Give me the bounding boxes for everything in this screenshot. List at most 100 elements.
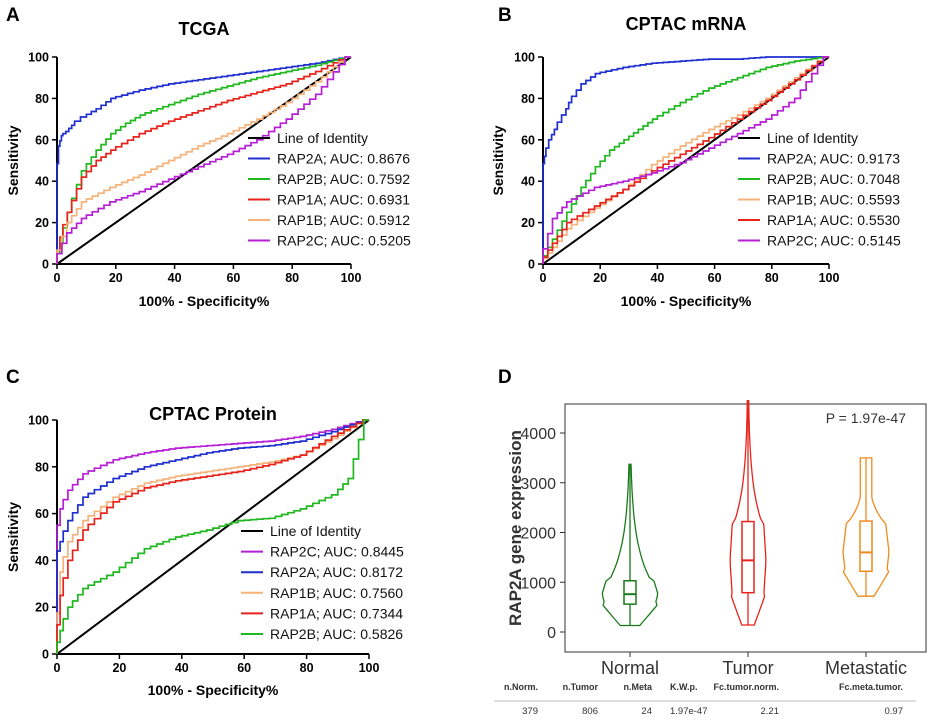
- y-tick-label: 80: [35, 92, 49, 106]
- stats-value: 806: [582, 706, 598, 717]
- roc-curve-RAP1A: [56, 419, 369, 654]
- y-tick-label: 100: [28, 51, 49, 65]
- roc-curve-RAP1A: [56, 56, 351, 264]
- chart-title: CPTAC Protein: [149, 404, 277, 424]
- x-tick-label: 100: [341, 271, 362, 285]
- x-axis-label: 100% - Specificity%: [139, 293, 270, 309]
- y-axis-label: Sensitivity: [5, 125, 21, 195]
- identity-line: [56, 419, 370, 655]
- stats-header: n.Norm.: [504, 682, 538, 692]
- legend-label-RAP2B: RAP2B; AUC: 0.5826: [270, 626, 403, 642]
- x-axis-label: 100% - Specificity%: [621, 293, 752, 309]
- box-Metastatic: [859, 520, 873, 573]
- stats-value: 2.21: [761, 706, 780, 717]
- stats-header: n.Tumor: [563, 682, 599, 692]
- y-tick-label: 4000: [520, 426, 556, 443]
- box-Normal: [623, 580, 637, 605]
- roc-curve-RAP2C: [56, 56, 351, 264]
- y-tick-label: 20: [521, 216, 535, 230]
- legend-label-identity: Line of Identity: [767, 130, 858, 146]
- y-tick-label: 100: [514, 51, 535, 65]
- y-tick-label: 60: [35, 133, 49, 147]
- x-tick-label: 60: [237, 661, 251, 675]
- legend-label-RAP2A: RAP2A; AUC: 0.8676: [277, 151, 410, 167]
- y-tick-label: 40: [521, 175, 535, 189]
- roc-curve-RAP2A: [56, 56, 351, 264]
- x-axis-label: 100% - Specificity%: [148, 682, 279, 698]
- legend-label-RAP2C: RAP2C; AUC: 0.5145: [767, 233, 901, 249]
- roc-curve-RAP2B: [542, 56, 829, 264]
- stats-header: K.W.p.: [670, 682, 698, 692]
- legend-label-RAP1A: RAP1A; AUC: 0.6931: [277, 192, 410, 208]
- y-tick-label: 20: [35, 601, 49, 615]
- y-tick-label: 1000: [520, 575, 556, 592]
- legend-label-identity: Line of Identity: [277, 130, 368, 146]
- legend-label-RAP2A: RAP2A; AUC: 0.9173: [767, 151, 900, 167]
- roc-curve-RAP2B: [56, 419, 369, 654]
- x-tick-label: 20: [112, 661, 126, 675]
- y-tick-label: 2000: [520, 526, 556, 543]
- legend-label-RAP2C: RAP2C; AUC: 0.5205: [277, 233, 411, 249]
- legend-label-identity: Line of Identity: [270, 523, 361, 539]
- x-tick-label: 80: [285, 271, 299, 285]
- roc-curve-RAP2A: [56, 419, 369, 654]
- x-tick-label: 80: [765, 271, 779, 285]
- roc-curve-RAP1B: [56, 56, 351, 264]
- y-axis-label: Sensitivity: [490, 125, 506, 195]
- stats-header: Fc.meta.tumor.: [839, 682, 903, 692]
- panel-label: D: [498, 367, 512, 388]
- chart-title: CPTAC mRNA: [626, 14, 747, 34]
- y-tick-label: 80: [521, 92, 535, 106]
- legend-label-RAP1B: RAP1B; AUC: 0.7560: [270, 585, 403, 601]
- panel-label: C: [6, 367, 20, 388]
- x-tick-label: 0: [54, 661, 61, 675]
- roc-curve-RAP2B: [56, 56, 351, 264]
- y-tick-label: 60: [521, 133, 535, 147]
- violin-Normal: [601, 463, 659, 627]
- legend-label-RAP1A: RAP1A; AUC: 0.7344: [270, 605, 403, 621]
- legend-label-RAP2A: RAP2A; AUC: 0.8172: [270, 564, 403, 580]
- x-tick-label: 20: [109, 271, 123, 285]
- p-value-annotation: P = 1.97e-47: [826, 410, 907, 426]
- legend-label-RAP2C: RAP2C; AUC: 0.8445: [270, 544, 404, 560]
- x-tick-label: 100: [359, 661, 380, 675]
- x-tick-label: 40: [175, 661, 189, 675]
- stats-table: n.Norm. n.Tumor n.Meta K.W.p. Fc.tumor.norm.…: [494, 682, 916, 717]
- y-axis-label: RAP2A gene expression: [506, 430, 525, 626]
- y-tick-label: 40: [35, 175, 49, 189]
- panel-label: A: [6, 5, 20, 26]
- roc-curve-RAP1A: [542, 56, 829, 264]
- x-tick-label: 20: [593, 271, 607, 285]
- y-tick-label: 40: [35, 554, 49, 568]
- chart-title: TCGA: [179, 19, 230, 39]
- y-tick-label: 0: [42, 258, 49, 272]
- stats-value: 0.97: [885, 706, 904, 717]
- roc-curve-RAP2C: [542, 56, 829, 264]
- legend-label-RAP1B: RAP1B; AUC: 0.5593: [767, 192, 900, 208]
- roc-curve-RAP2A: [542, 56, 829, 264]
- legend-label-RAP1A: RAP1A; AUC: 0.5530: [767, 212, 900, 228]
- stats-value: 1.97e-47: [670, 706, 708, 717]
- y-tick-label: 80: [35, 460, 49, 474]
- x-tick-label-Metastatic: Metastatic: [825, 658, 907, 678]
- x-tick-label: 80: [300, 661, 314, 675]
- x-tick-label: 60: [226, 271, 240, 285]
- panel-label: B: [498, 5, 512, 26]
- y-axis-label: Sensitivity: [5, 502, 21, 572]
- roc-panel-C: C CPTAC Protein 0 20 40 60 80 100 0 20 40 60 80 100 10…: [5, 367, 404, 698]
- plot-frame: [564, 403, 927, 653]
- y-tick-label: 60: [35, 507, 49, 521]
- legend-label-RAP2B: RAP2B; AUC: 0.7592: [277, 171, 410, 187]
- stats-header: n.Meta: [623, 682, 652, 692]
- roc-curve-RAP2C: [56, 419, 369, 654]
- roc-panel-A: A TCGA 0 20 40 60 80 100 0 20 40 60 80 100 100% - Spec…: [5, 5, 411, 309]
- y-tick-label: 3000: [520, 476, 556, 493]
- x-tick-label-Normal: Normal: [601, 658, 659, 678]
- y-tick-label: 0: [528, 258, 535, 272]
- x-tick-label-Tumor: Tumor: [722, 658, 773, 678]
- box-Tumor: [741, 520, 755, 594]
- legend-label-RAP1B: RAP1B; AUC: 0.5912: [277, 212, 410, 228]
- x-tick-label: 100: [819, 271, 840, 285]
- y-tick-label: 100: [28, 414, 49, 428]
